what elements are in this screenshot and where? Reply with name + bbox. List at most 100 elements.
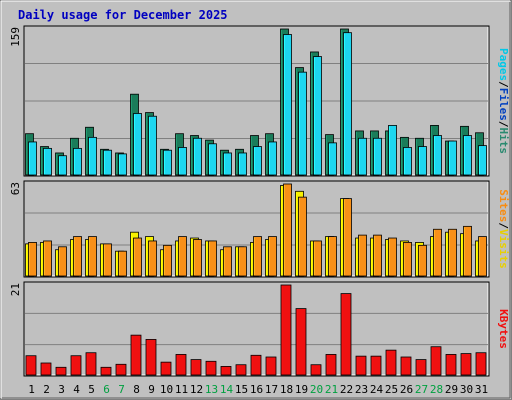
bar-sites-day-8	[133, 237, 142, 277]
x-tick-day-28: 28	[430, 383, 443, 396]
bar-files-day-23	[358, 137, 367, 176]
bar-sites-day-13	[208, 240, 217, 277]
chart-panels: 159Pages/Files/Hits63Sites/Visits21KByte…	[9, 25, 510, 377]
x-tick-labels: 1 2 3 4 5 6 7 8 9 10 11 12 13 14 15 16 17 18 19 20 21 22 23 24 2…	[28, 383, 488, 396]
series-axis-label: Pages/Files/Hits	[497, 48, 510, 154]
bar-sites-day-14	[223, 246, 232, 277]
bar-files-day-31	[478, 145, 487, 176]
x-tick-day-11: 11	[175, 383, 188, 396]
bar-kbytes-day-9	[145, 339, 157, 376]
bar-files-day-11	[178, 147, 187, 176]
bar-sites-day-9	[148, 240, 157, 277]
label-part: KBytes	[497, 309, 510, 349]
bar-sites-day-18	[283, 183, 292, 277]
bar-sites-day-17	[268, 236, 277, 277]
x-tick-day-14: 14	[220, 383, 234, 396]
bar-kbytes-day-4	[70, 355, 82, 376]
bar-sites-day-19	[298, 196, 307, 277]
y-max-label: 63	[9, 182, 22, 195]
bar-sites-day-3	[58, 246, 67, 277]
series-kbytes	[25, 284, 487, 376]
x-tick-day-30: 30	[460, 383, 473, 396]
bar-files-day-13	[208, 143, 217, 176]
bar-kbytes-day-10	[160, 361, 172, 376]
bar-kbytes-day-27	[415, 359, 427, 376]
x-tick-day-20: 20	[310, 383, 323, 396]
bar-kbytes-day-22	[340, 293, 352, 376]
bar-kbytes-day-2	[40, 362, 52, 376]
bar-files-day-20	[313, 56, 322, 176]
bar-files-day-3	[58, 155, 67, 176]
bar-sites-day-26	[403, 242, 412, 277]
bar-sites-day-20	[313, 240, 322, 277]
label-part: Visits	[497, 229, 510, 269]
label-part: Sites	[497, 189, 510, 222]
bar-sites-day-28	[433, 228, 442, 277]
x-tick-day-19: 19	[295, 383, 308, 396]
bar-sites-day-2	[43, 240, 52, 277]
bar-files-day-26	[403, 147, 412, 176]
series-sites	[28, 183, 487, 277]
x-tick-day-25: 25	[385, 383, 398, 396]
x-tick-day-29: 29	[445, 383, 458, 396]
bar-sites-day-29	[448, 228, 457, 277]
bar-files-day-10	[163, 149, 172, 176]
bar-kbytes-day-21	[325, 354, 337, 376]
series-axis-label: Sites/Visits	[497, 189, 510, 269]
bar-sites-day-23	[358, 234, 367, 277]
bar-kbytes-day-7	[115, 363, 127, 376]
label-part: /	[497, 121, 510, 128]
bar-sites-day-4	[73, 236, 82, 277]
bar-files-day-17	[268, 141, 277, 176]
y-max-label: 159	[9, 27, 22, 47]
bar-kbytes-day-12	[190, 359, 202, 376]
x-tick-day-24: 24	[370, 383, 384, 396]
bar-kbytes-day-24	[370, 355, 382, 376]
x-tick-day-17: 17	[265, 383, 278, 396]
bar-files-day-2	[43, 147, 52, 176]
bar-kbytes-day-18	[280, 284, 292, 376]
series-files	[28, 32, 487, 176]
bar-kbytes-day-17	[265, 356, 277, 376]
label-part: Hits	[497, 128, 510, 155]
bar-sites-day-11	[178, 236, 187, 277]
bar-sites-day-6	[103, 243, 112, 277]
bar-files-day-1	[28, 141, 37, 176]
chart-panel-2: 63 Sites/Visits	[9, 180, 510, 278]
x-tick-day-12: 12	[190, 383, 203, 396]
x-tick-day-23: 23	[355, 383, 368, 396]
bar-files-day-30	[463, 135, 472, 176]
x-tick-day-22: 22	[340, 383, 353, 396]
bar-sites-day-27	[418, 244, 427, 277]
bar-files-day-16	[253, 146, 262, 176]
bar-sites-day-21	[328, 236, 337, 277]
bar-kbytes-day-31	[475, 352, 487, 376]
x-tick-day-8: 8	[133, 383, 140, 396]
x-tick-day-18: 18	[280, 383, 293, 396]
bar-kbytes-day-11	[175, 354, 187, 376]
bar-sites-day-1	[28, 242, 37, 277]
x-tick-day-2: 2	[43, 383, 50, 396]
bar-files-day-22	[343, 32, 352, 176]
bar-sites-day-12	[193, 239, 202, 277]
bar-sites-day-7	[118, 250, 127, 277]
bar-sites-day-10	[163, 244, 172, 277]
bar-files-day-25	[388, 125, 397, 176]
bar-kbytes-day-6	[100, 366, 112, 376]
bar-files-day-4	[73, 147, 82, 176]
bar-files-day-28	[433, 135, 442, 176]
x-tick-day-7: 7	[118, 383, 125, 396]
x-tick-day-9: 9	[148, 383, 155, 396]
label-part: /	[497, 222, 510, 229]
x-tick-day-15: 15	[235, 383, 248, 396]
bar-kbytes-day-25	[385, 349, 397, 376]
bar-sites-day-22	[343, 198, 352, 277]
x-tick-day-3: 3	[58, 383, 65, 396]
bar-kbytes-day-8	[130, 334, 142, 376]
chart-title: Daily usage for December 2025	[18, 8, 228, 22]
y-max-label: 21	[9, 283, 22, 296]
bar-kbytes-day-23	[355, 355, 367, 376]
x-tick-day-6: 6	[103, 383, 110, 396]
bar-sites-day-24	[373, 234, 382, 277]
